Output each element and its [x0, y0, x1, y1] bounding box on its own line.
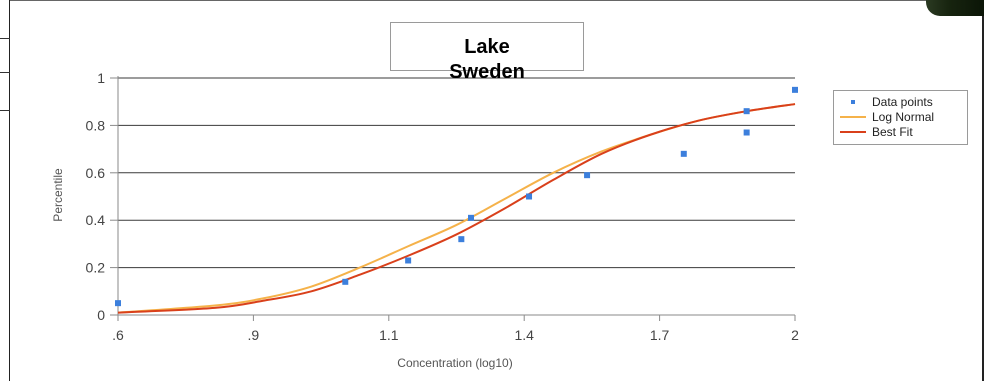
tick-labels: 0 0.2 0.4 0.6 0.8 1 .6 .9 1.1 1.4 1.7 2 — [86, 70, 800, 343]
x-tick-label: 2 — [791, 327, 799, 343]
x-tick-label: 1.1 — [379, 327, 399, 343]
data-point — [743, 129, 750, 136]
data-point — [743, 108, 750, 115]
left-side-panel — [0, 0, 10, 381]
data-point — [468, 214, 475, 221]
legend: Data points Log Normal Best Fit — [833, 90, 968, 145]
left-panel-divider — [0, 110, 10, 111]
corner-thumbnail-image — [926, 0, 984, 16]
x-tick-label: .9 — [248, 327, 260, 343]
data-point — [680, 150, 687, 157]
data-point — [584, 172, 591, 179]
best-fit-curve — [117, 103, 796, 314]
y-axis-title: Percentile — [51, 168, 65, 222]
y-tick-label: 1 — [97, 70, 105, 86]
data-point — [405, 257, 412, 264]
data-point — [458, 236, 465, 243]
data-point — [526, 193, 533, 200]
legend-item-log-normal: Log Normal — [840, 109, 967, 124]
legend-swatch-data-points — [840, 94, 866, 109]
y-tick-label: 0 — [97, 307, 105, 323]
x-axis-title: Concentration (log10) — [397, 356, 512, 370]
data-point — [792, 86, 798, 93]
y-tick-label: 0.2 — [86, 260, 106, 276]
left-panel-divider — [0, 72, 10, 73]
series-layer — [115, 86, 798, 314]
chart-title-box — [390, 22, 584, 71]
legend-item-best-fit: Best Fit — [840, 124, 967, 139]
legend-label: Best Fit — [872, 124, 913, 139]
log-normal-curve — [117, 103, 796, 314]
legend-swatch-best-fit — [840, 124, 866, 139]
legend-label: Data points — [872, 94, 933, 109]
x-tick-label: .6 — [112, 327, 124, 343]
y-tick-label: 0.6 — [86, 165, 106, 181]
chart-frame — [10, 0, 984, 381]
data-point — [115, 300, 121, 307]
data-point — [342, 278, 349, 285]
legend-item-data-points: Data points — [840, 94, 967, 109]
y-tick-label: 0.8 — [86, 117, 106, 133]
chart-title: Lake Sweden — [449, 36, 525, 83]
legend-swatch-log-normal — [840, 109, 866, 124]
x-tick-label: 1.4 — [514, 327, 534, 343]
axes — [110, 76, 796, 321]
legend-label: Log Normal — [872, 109, 935, 124]
x-tick-label: 1.7 — [650, 327, 670, 343]
gridlines — [118, 77, 795, 269]
left-panel-divider — [0, 38, 10, 39]
y-tick-label: 0.4 — [86, 212, 106, 228]
